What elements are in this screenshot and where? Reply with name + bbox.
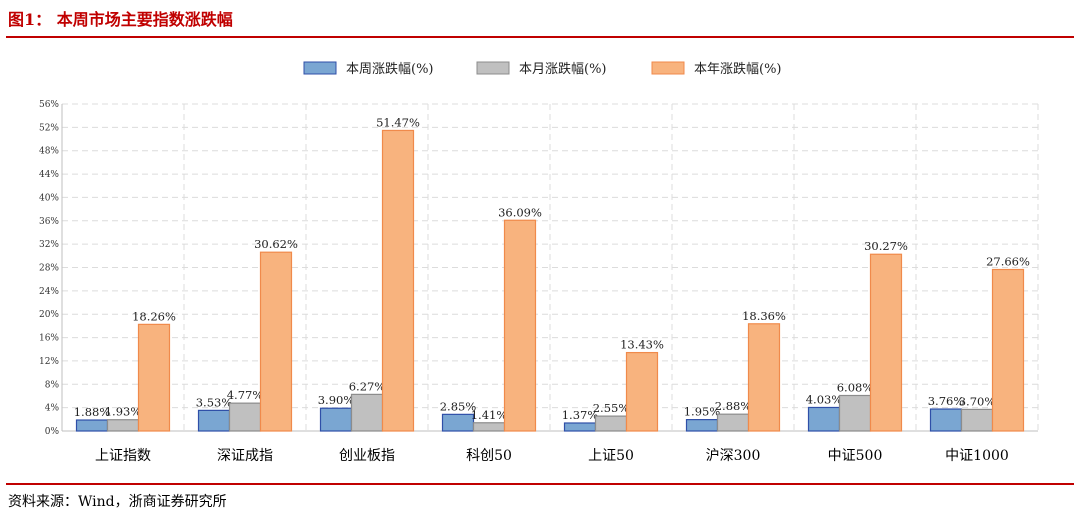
y-tick-label: 0% bbox=[45, 427, 60, 437]
bar bbox=[228, 402, 262, 432]
y-tick-label: 32% bbox=[39, 240, 59, 250]
y-tick-label: 16% bbox=[39, 334, 59, 344]
y-tick-label: 36% bbox=[39, 217, 59, 227]
y-tick-label: 8% bbox=[45, 380, 60, 390]
data-label: 3.70% bbox=[959, 394, 996, 408]
legend-label: 本月涨跌幅(%) bbox=[519, 61, 607, 77]
bar bbox=[441, 413, 475, 432]
bar bbox=[472, 422, 506, 432]
bar bbox=[503, 219, 537, 432]
bar bbox=[381, 129, 415, 432]
y-tick-label: 12% bbox=[39, 357, 59, 367]
bar bbox=[75, 419, 109, 432]
data-label: 4.77% bbox=[227, 388, 264, 402]
top-divider bbox=[6, 36, 1074, 38]
x-tick-label: 上证指数 bbox=[95, 448, 151, 464]
data-label: 51.47% bbox=[376, 115, 420, 129]
data-label: 2.55% bbox=[593, 401, 630, 415]
bar bbox=[991, 268, 1025, 432]
bar bbox=[869, 253, 903, 432]
bar bbox=[563, 422, 597, 432]
y-tick-label: 20% bbox=[39, 310, 59, 320]
bar bbox=[259, 251, 293, 432]
source-note: 资料来源：Wind，浙商证券研究所 bbox=[8, 494, 227, 510]
y-tick-label: 48% bbox=[39, 147, 59, 157]
bar bbox=[807, 406, 841, 432]
data-label: 27.66% bbox=[986, 254, 1030, 268]
x-tick-label: 创业板指 bbox=[339, 448, 395, 464]
data-label: 36.09% bbox=[498, 205, 542, 219]
data-label: 4.03% bbox=[806, 392, 843, 406]
data-label: 3.53% bbox=[196, 395, 233, 409]
y-tick-label: 4% bbox=[45, 404, 60, 414]
bar bbox=[319, 407, 353, 432]
data-label: 18.36% bbox=[742, 309, 786, 323]
figure-title: 图1： 本周市场主要指数涨跌幅 bbox=[8, 10, 233, 29]
data-label: 30.27% bbox=[864, 239, 908, 253]
data-label: 2.85% bbox=[440, 399, 477, 413]
y-tick-label: 52% bbox=[39, 123, 59, 133]
data-label: 1.37% bbox=[562, 408, 599, 422]
x-tick-label: 深证成指 bbox=[217, 448, 273, 464]
legend-swatch bbox=[303, 61, 337, 75]
bar bbox=[106, 419, 140, 432]
data-label: 13.43% bbox=[620, 338, 664, 352]
data-label: 6.27% bbox=[349, 379, 386, 393]
x-tick-label: 沪深300 bbox=[706, 448, 761, 464]
bar bbox=[716, 413, 750, 432]
bar bbox=[838, 394, 872, 432]
data-label: 3.76% bbox=[928, 394, 965, 408]
data-label: 1.95% bbox=[684, 405, 721, 419]
data-label: 18.26% bbox=[132, 309, 176, 323]
x-tick-label: 中证1000 bbox=[945, 448, 1009, 464]
y-tick-label: 40% bbox=[39, 193, 59, 203]
bar-chart: 0% 4% 8% 12% 16% 20% 24% 28% 32% 36% 40% 44% 48% 52% 5… bbox=[39, 61, 1039, 464]
data-label: 30.62% bbox=[254, 237, 298, 251]
y-tick-label: 24% bbox=[39, 287, 59, 297]
legend-swatch bbox=[476, 61, 510, 75]
data-label: 1.93% bbox=[105, 405, 142, 419]
bar bbox=[594, 415, 628, 432]
data-label: 1.88% bbox=[74, 405, 111, 419]
data-label: 1.41% bbox=[471, 408, 508, 422]
bar bbox=[960, 408, 994, 432]
data-label: 6.08% bbox=[837, 380, 874, 394]
bottom-divider bbox=[6, 483, 1074, 485]
x-tick-label: 上证50 bbox=[588, 448, 634, 464]
bar bbox=[625, 351, 659, 432]
y-tick-label: 44% bbox=[39, 170, 59, 180]
legend-label: 本年涨跌幅(%) bbox=[694, 61, 782, 77]
data-label: 3.90% bbox=[318, 393, 355, 407]
bar bbox=[747, 323, 781, 432]
legend-swatch bbox=[651, 61, 685, 75]
bar bbox=[350, 393, 384, 432]
x-tick-label: 科创50 bbox=[466, 448, 512, 464]
x-tick-label: 中证500 bbox=[828, 448, 883, 464]
data-label: 2.88% bbox=[715, 399, 752, 413]
y-tick-label: 28% bbox=[39, 264, 59, 274]
bar bbox=[929, 408, 963, 432]
legend-label: 本周涨跌幅(%) bbox=[346, 61, 434, 77]
bar bbox=[197, 409, 231, 432]
bar bbox=[137, 323, 171, 432]
bar bbox=[685, 419, 719, 432]
y-tick-label: 56% bbox=[39, 100, 59, 110]
